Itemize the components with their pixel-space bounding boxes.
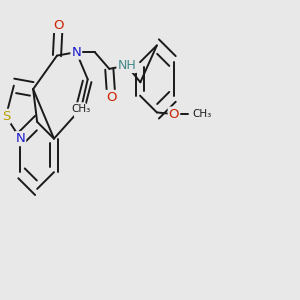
Text: S: S xyxy=(2,110,10,123)
Text: NH: NH xyxy=(117,59,136,72)
Text: O: O xyxy=(53,19,64,32)
Text: O: O xyxy=(106,91,116,104)
Text: N: N xyxy=(71,46,81,59)
Text: CH₃: CH₃ xyxy=(192,109,212,119)
Text: O: O xyxy=(169,108,179,121)
Text: CH₃: CH₃ xyxy=(71,104,91,114)
Text: N: N xyxy=(16,132,25,145)
Text: N: N xyxy=(75,103,85,116)
